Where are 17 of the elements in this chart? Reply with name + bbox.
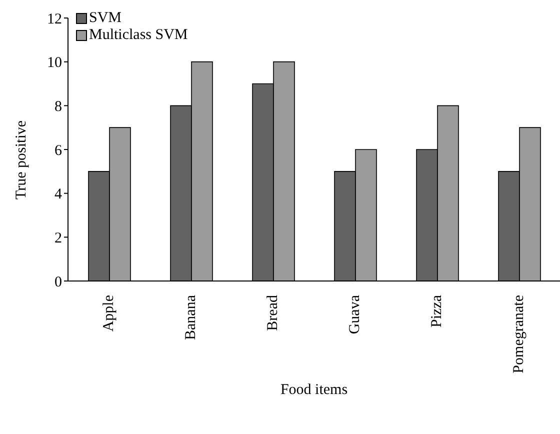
y-axis-title: True positive — [13, 120, 30, 200]
y-tick-label: 2 — [54, 230, 62, 246]
x-tick-label: Bread — [265, 294, 281, 331]
x-axis-title: Food items — [280, 382, 348, 398]
x-tick-label: Apple — [101, 294, 117, 332]
y-tick-label: 10 — [47, 55, 62, 72]
legend-label: Multiclass SVM — [89, 27, 188, 44]
x-tick-label: Pizza — [429, 294, 445, 328]
x-tick-label: Banana — [183, 294, 199, 340]
legend-label: SVM — [89, 10, 122, 27]
y-tick-label: 6 — [54, 142, 62, 159]
y-tick-label: 8 — [54, 98, 62, 115]
y-tick-label: 12 — [47, 11, 62, 28]
x-tick-label: Guava — [347, 294, 363, 334]
y-tick-label: 4 — [54, 186, 62, 203]
y-tick-label: 0 — [54, 274, 62, 290]
x-tick-label: Pomegranate — [511, 294, 527, 374]
